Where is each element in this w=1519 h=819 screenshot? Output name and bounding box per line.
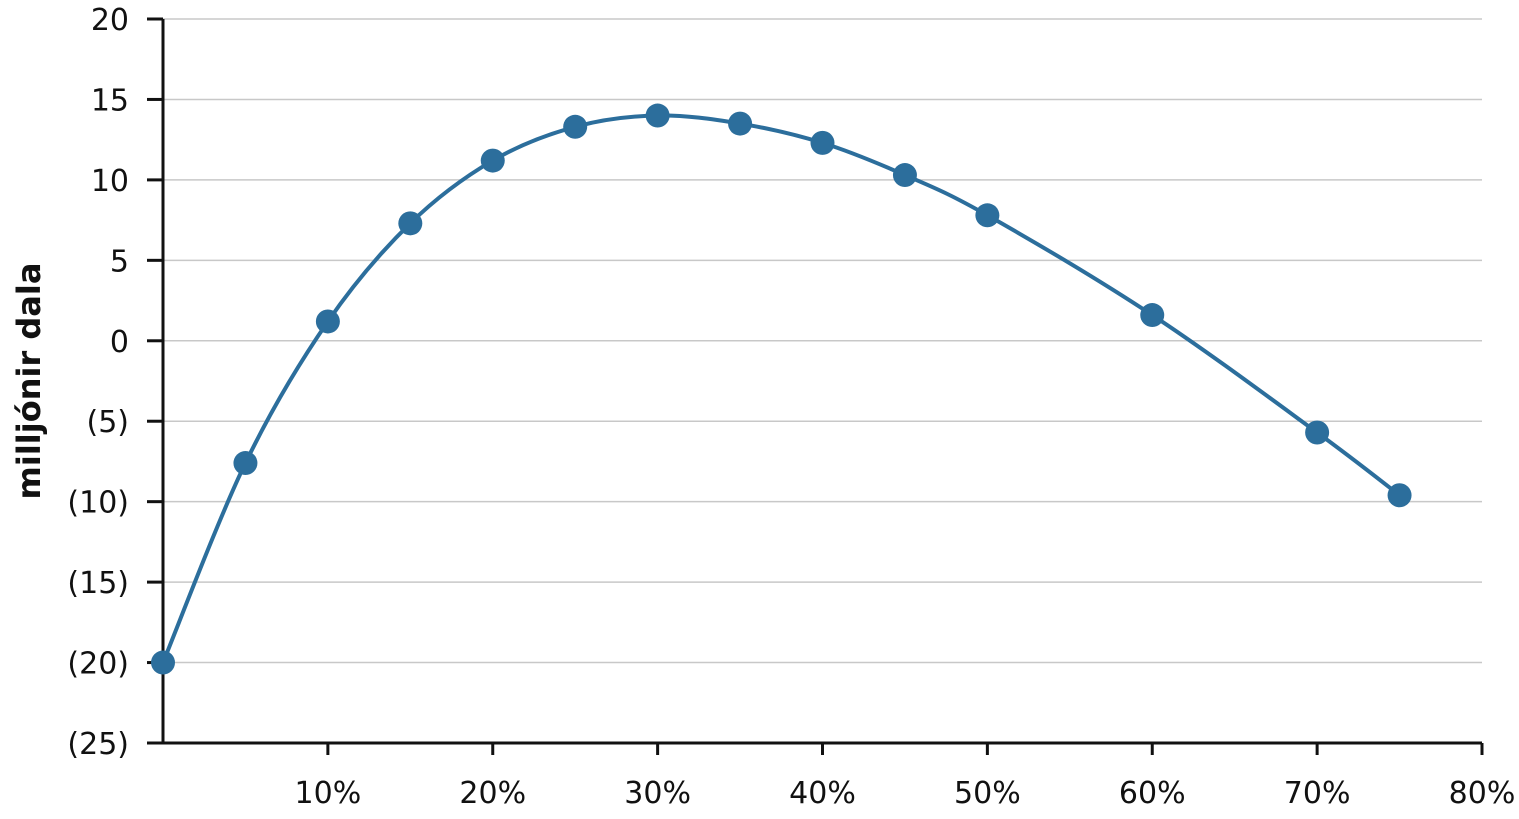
y-axis-title: milljónir dala [10,263,48,500]
y-tick-label: (25) [67,727,129,762]
y-tick-label: (10) [67,486,129,521]
data-point [975,203,1000,228]
data-point [1387,483,1412,508]
x-tick-label: 80% [1449,776,1516,811]
series-layer [151,103,1412,675]
x-tick-label: 30% [624,776,691,811]
y-tick-label: 10 [91,164,129,199]
y-tick-label: 15 [91,83,129,118]
data-point [645,103,670,128]
x-tick-label: 10% [295,776,362,811]
gridlines [163,18,1482,664]
series-line [161,113,1401,664]
data-point [480,148,505,173]
data-point [398,211,423,236]
x-tick-label: 20% [459,776,526,811]
data-point [151,650,175,675]
data-point [233,451,258,476]
data-point [892,163,917,188]
x-tick-label: 70% [1284,776,1351,811]
data-point [563,114,588,139]
tick-labels: 20 15 10 5 0 (5) (10) (15) (20) (25) 10% 20% 30% 40% 5… [67,3,1515,811]
data-point [728,111,753,136]
data-point [810,130,835,155]
y-tick-label: 20 [91,3,129,38]
y-tick-label: 0 [110,325,129,360]
y-tick-label: (5) [87,405,130,440]
x-tick-label: 50% [954,776,1021,811]
data-point [315,309,340,334]
x-tick-label: 40% [789,776,856,811]
axes [147,17,1484,755]
x-tick-label: 60% [1119,776,1186,811]
y-tick-label: (20) [67,647,129,682]
y-tick-label: 5 [110,244,129,279]
data-point [1140,303,1165,328]
y-tick-label: (15) [67,566,129,601]
data-point [1305,420,1330,445]
